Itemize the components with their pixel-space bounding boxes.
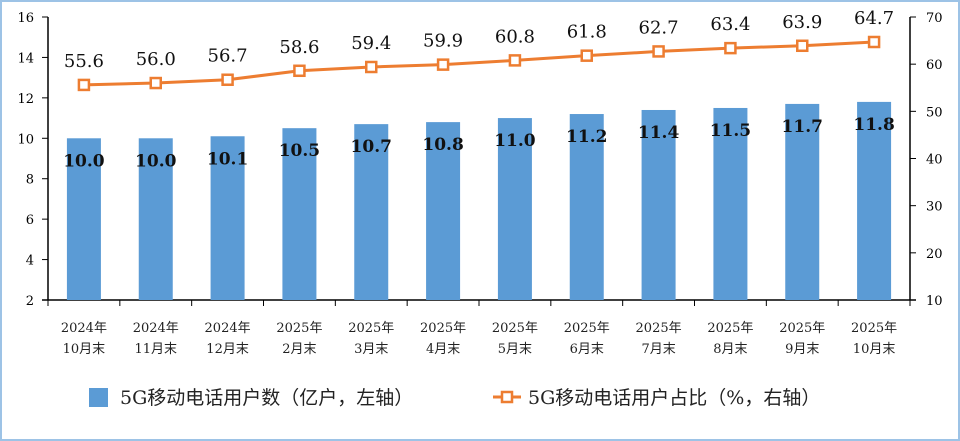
line-data-label: 62.7 [639,17,679,38]
bar [641,109,676,300]
x-tick-label: 2025年 [564,321,610,336]
line-marker [149,76,162,90]
right-tick-label: 10 [926,294,943,309]
x-tick-label: 2025年 [420,321,466,336]
left-tick-label: 14 [17,51,34,66]
x-tick-label: 8月末 [713,342,747,357]
bar-data-label: 11.8 [853,115,894,135]
x-tick-label: 10月末 [853,342,896,357]
bar [426,122,461,300]
x-tick-label: 2025年 [492,321,538,336]
bar-data-label: 10.8 [422,135,463,155]
bar [66,138,101,300]
bar-data-label: 11.5 [710,121,751,141]
x-tick-label: 3月末 [354,342,388,357]
line-marker [293,64,306,78]
line-data-label: 55.6 [64,51,104,72]
bar-data-label: 11.7 [782,117,823,137]
left-tick-label: 4 [26,254,34,269]
line-marker [867,35,881,49]
bar [569,114,604,301]
legend-bar-label: 5G移动电话用户数（亿户，左轴） [120,387,413,409]
line-marker [652,45,665,58]
right-tick-label: 20 [926,247,943,262]
line-data-label: 64.7 [854,8,894,29]
x-tick-label: 12月末 [206,342,249,357]
line-data-label: 59.9 [423,31,463,52]
line-data-label: 58.6 [279,37,319,58]
x-tick-label: 2024年 [205,321,251,336]
right-tick-label: 70 [926,11,943,26]
line-data-label: 56.0 [136,49,176,70]
right-tick-label: 40 [926,153,943,168]
line-data-label: 60.8 [495,26,535,47]
x-tick-label: 2024年 [133,321,179,336]
bar [282,128,317,300]
x-tick-label: 11月末 [134,342,177,357]
line-marker [77,78,91,92]
line-marker [508,54,522,67]
legend-bar-swatch [89,388,108,407]
bar [138,138,173,300]
left-tick-label: 12 [17,92,34,107]
left-tick-label: 6 [26,213,34,228]
left-tick-label: 10 [17,132,34,147]
legend-line-marker [500,390,514,404]
line-data-label: 59.4 [351,33,391,54]
bar-data-label: 11.2 [566,127,607,147]
bar-data-label: 10.0 [135,151,177,171]
bar [210,136,245,300]
bar-data-label: 10.0 [63,151,105,171]
line-data-label: 61.8 [567,22,607,43]
line-marker [436,58,450,71]
bar-data-label: 10.5 [279,141,320,161]
bar-data-label: 11.4 [638,123,680,143]
line-marker [580,49,593,62]
x-tick-label: 2025年 [779,321,825,336]
line-marker [221,73,234,86]
bar [354,124,389,300]
x-tick-label: 6月末 [570,342,604,357]
line-data-label: 56.7 [208,46,248,67]
right-tick-label: 60 [926,58,943,73]
line-marker [796,39,809,53]
bar [713,107,748,300]
x-tick-label: 2025年 [636,321,682,336]
x-tick-label: 2025年 [276,321,322,336]
right-tick-label: 30 [926,200,943,215]
x-tick-label: 2月末 [282,342,316,357]
left-tick-label: 2 [26,294,34,309]
bar-data-label: 10.1 [207,149,248,169]
line-data-label: 63.4 [710,14,750,35]
bar-data-label: 10.7 [351,137,392,157]
x-tick-label: 2025年 [348,321,394,336]
right-tick-label: 50 [926,105,943,120]
legend-line-label: 5G移动电话用户占比（%，右轴） [528,387,820,409]
x-tick-label: 7月末 [641,342,675,357]
x-tick-label: 2025年 [707,321,753,336]
left-tick-label: 8 [26,173,34,188]
x-tick-label: 2025年 [851,321,897,336]
bar [785,103,820,301]
x-tick-label: 4月末 [426,342,460,357]
bar [497,118,532,300]
x-tick-label: 9月末 [785,342,819,357]
x-tick-label: 10月末 [63,342,106,357]
bar [857,101,892,301]
x-tick-label: 5月末 [498,342,532,357]
left-tick-label: 16 [17,11,34,26]
x-tick-label: 2024年 [61,321,107,336]
bar-data-label: 11.0 [494,131,536,151]
line-series [83,40,875,87]
line-data-label: 63.9 [782,12,822,33]
line-marker [724,41,737,55]
line-marker [365,60,378,74]
